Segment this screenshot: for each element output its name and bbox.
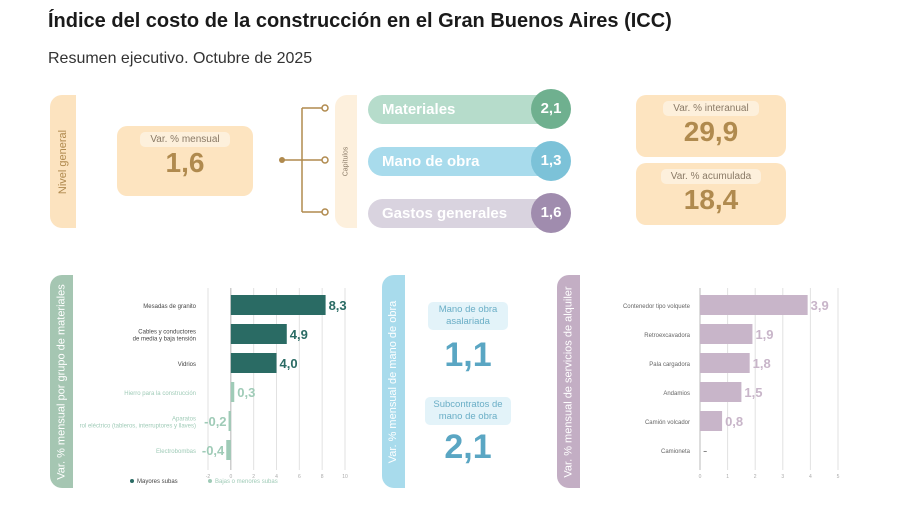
nivel-general-strip: Nivel general xyxy=(50,95,76,228)
data-label: 0,3 xyxy=(237,385,255,400)
legend-label: Bajas o menores subas xyxy=(215,479,278,485)
materiales-pill: Materiales xyxy=(368,95,563,124)
tick-label: 2 xyxy=(754,474,757,480)
data-label: -0,4 xyxy=(202,443,225,458)
alquiler-chart-strip: Var. % mensual de servicios de alquiler xyxy=(557,275,580,488)
mano-obra-title: Var. % mensual de mano de obra xyxy=(387,300,400,463)
bar xyxy=(700,411,723,431)
page-subtitle: Resumen ejecutivo. Octubre de 2025 xyxy=(48,50,313,67)
category-label: de control eléctrico (tableros, interrup… xyxy=(80,424,196,430)
bar xyxy=(230,295,326,315)
var-interanual-label: Var. % interanual xyxy=(663,101,759,116)
mano-obra-asalariada-value: 1,1 xyxy=(444,336,492,374)
tick-label: 10 xyxy=(342,474,348,480)
gastos-generales-value: 1,6 xyxy=(531,193,571,233)
tick-label: 2 xyxy=(252,474,255,480)
bar xyxy=(230,324,287,344)
data-label: 4,0 xyxy=(280,356,298,371)
mano-obra-asalariada-label: Mano de obra asalariada xyxy=(428,302,508,330)
category-label: de media y baja tensión xyxy=(133,337,196,343)
materiales-chart-title: Var. % mensual por grupo de materiales xyxy=(55,283,68,480)
data-label: 8,3 xyxy=(329,298,347,313)
capitulos-label: Capítulos xyxy=(342,146,350,177)
mano-obra-strip: Var. % mensual de mano de obra xyxy=(382,275,405,488)
category-label: Mesadas de granito xyxy=(143,304,196,310)
bar xyxy=(700,324,753,344)
category-label: Hierro para la construcción xyxy=(124,391,196,397)
data-label: 3,9 xyxy=(811,298,829,313)
bar xyxy=(228,411,231,431)
category-label: Electrobombas xyxy=(156,449,196,455)
subcontratos-value: 2,1 xyxy=(444,428,492,466)
capitulos-strip: Capítulos xyxy=(335,95,357,228)
var-mensual-box: Var. % mensual 1,6 xyxy=(117,126,253,196)
category-label: Pala cargadora xyxy=(649,362,690,368)
category-label: Camioneta xyxy=(661,449,691,455)
category-label: Contenedor tipo volquete xyxy=(623,304,691,310)
tick-label: 4 xyxy=(809,474,812,480)
materiales-value: 2,1 xyxy=(531,89,571,129)
alquiler-chart: 0 1 2 3 4 5 Contenedor tipo volquete 3,9 Retroex… xyxy=(623,288,840,480)
tick-label: 8 xyxy=(321,474,324,480)
category-label: Vidrios xyxy=(178,362,196,368)
tick-label: 5 xyxy=(837,474,840,480)
legend-marker-mayores xyxy=(130,479,134,483)
bar xyxy=(230,353,277,373)
data-label: 1,9 xyxy=(755,327,773,342)
category-label: Aparatos xyxy=(172,417,196,423)
var-acumulada-value: 18,4 xyxy=(683,184,739,215)
tick-label: 6 xyxy=(298,474,301,480)
bar xyxy=(700,353,750,373)
legend-label: Mayores subas xyxy=(137,479,178,485)
data-label: - xyxy=(703,443,707,458)
tick-label: 0 xyxy=(229,474,232,480)
var-acumulada-box: Var. % acumulada 18,4 xyxy=(636,163,786,225)
bar xyxy=(700,382,742,402)
category-label: Cables y conductores xyxy=(138,330,196,336)
alquiler-chart-title: Var. % mensual de servicios de alquiler xyxy=(562,285,575,478)
tick-label: -2 xyxy=(206,474,211,480)
connector-icon xyxy=(279,104,329,216)
bar xyxy=(226,440,231,460)
data-label: -0,2 xyxy=(204,414,226,429)
mano-obra-value: 1,3 xyxy=(531,141,571,181)
var-mensual-label: Var. % mensual xyxy=(140,132,230,147)
data-label: 1,8 xyxy=(753,356,771,371)
data-label: 1,5 xyxy=(744,385,762,400)
var-interanual-box: Var. % interanual 29,9 xyxy=(636,95,786,157)
data-label: 0,8 xyxy=(725,414,743,429)
var-mensual-value: 1,6 xyxy=(165,147,205,178)
tick-label: 3 xyxy=(781,474,784,480)
nivel-general-label: Nivel general xyxy=(57,129,70,194)
category-label: Camión volcador xyxy=(645,420,690,426)
var-acumulada-label: Var. % acumulada xyxy=(660,169,762,184)
legend-marker-bajas xyxy=(208,479,212,483)
category-label: Retroexcavadora xyxy=(644,333,690,339)
materiales-chart-strip: Var. % mensual por grupo de materiales xyxy=(50,275,73,488)
tick-label: 0 xyxy=(699,474,702,480)
tick-label: 1 xyxy=(726,474,729,480)
bar xyxy=(700,295,808,315)
data-label: 4,9 xyxy=(290,327,308,342)
tick-label: 4 xyxy=(275,474,278,480)
bar xyxy=(230,382,235,402)
var-interanual-value: 29,9 xyxy=(683,116,739,147)
gastos-generales-pill: Gastos generales xyxy=(368,199,563,228)
subcontratos-label: Subcontratos de mano de obra xyxy=(425,397,511,425)
mano-obra-pill: Mano de obra xyxy=(368,147,563,176)
category-label: Andamios xyxy=(663,391,690,397)
materiales-chart: -2 0 2 4 6 8 10 Mesadas de granito 8,3 Cables y c… xyxy=(80,288,348,485)
page-title: Índice del costo de la construcción en e… xyxy=(48,10,672,32)
